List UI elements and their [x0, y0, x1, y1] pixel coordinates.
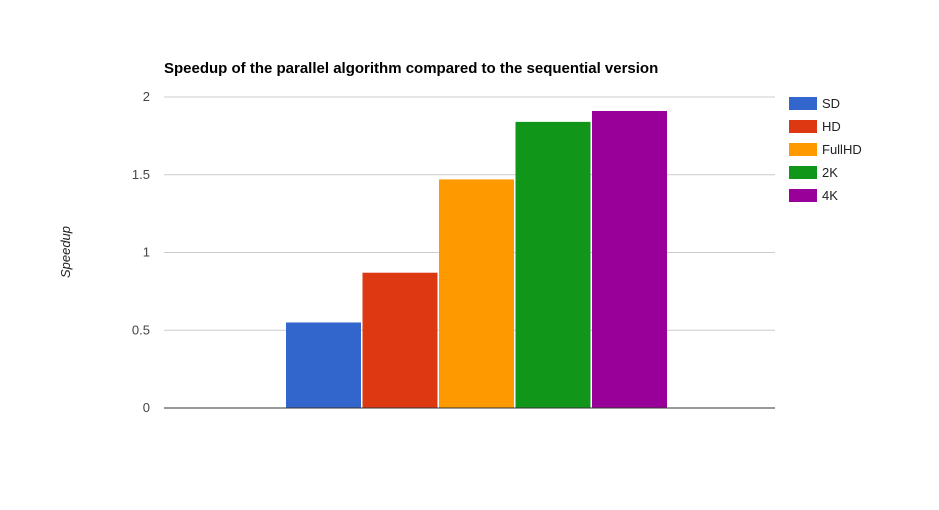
legend-label-fullhd: FullHD: [822, 142, 862, 157]
legend-swatch-hd: [789, 120, 817, 133]
bar-fullhd: [439, 179, 514, 408]
bar-2k: [515, 121, 591, 408]
bar-4k: [592, 110, 667, 409]
y-tick-label: 0: [143, 400, 150, 415]
chart-title: Speedup of the parallel algorithm compar…: [164, 60, 658, 77]
legend-swatch-4k: [789, 189, 817, 202]
y-tick-label: 0.5: [132, 322, 150, 337]
y-axis-ticks: 0 0.5 1 1.5 2: [132, 89, 150, 415]
legend: SD HD FullHD 2K 4K: [789, 96, 862, 203]
legend-label-sd: SD: [822, 96, 840, 111]
bar-sd: [286, 322, 361, 408]
legend-label-hd: HD: [822, 119, 841, 134]
legend-label-4k: 4K: [822, 188, 838, 203]
y-tick-label: 2: [143, 89, 150, 104]
bar-hd: [362, 272, 438, 408]
legend-label-2k: 2K: [822, 165, 838, 180]
y-axis-label: Speedup: [58, 226, 73, 278]
bars: [286, 110, 667, 409]
legend-swatch-sd: [789, 97, 817, 110]
legend-swatch-fullhd: [789, 143, 817, 156]
y-tick-label: 1.5: [132, 167, 150, 182]
legend-swatch-2k: [789, 166, 817, 179]
y-tick-label: 1: [143, 245, 150, 260]
